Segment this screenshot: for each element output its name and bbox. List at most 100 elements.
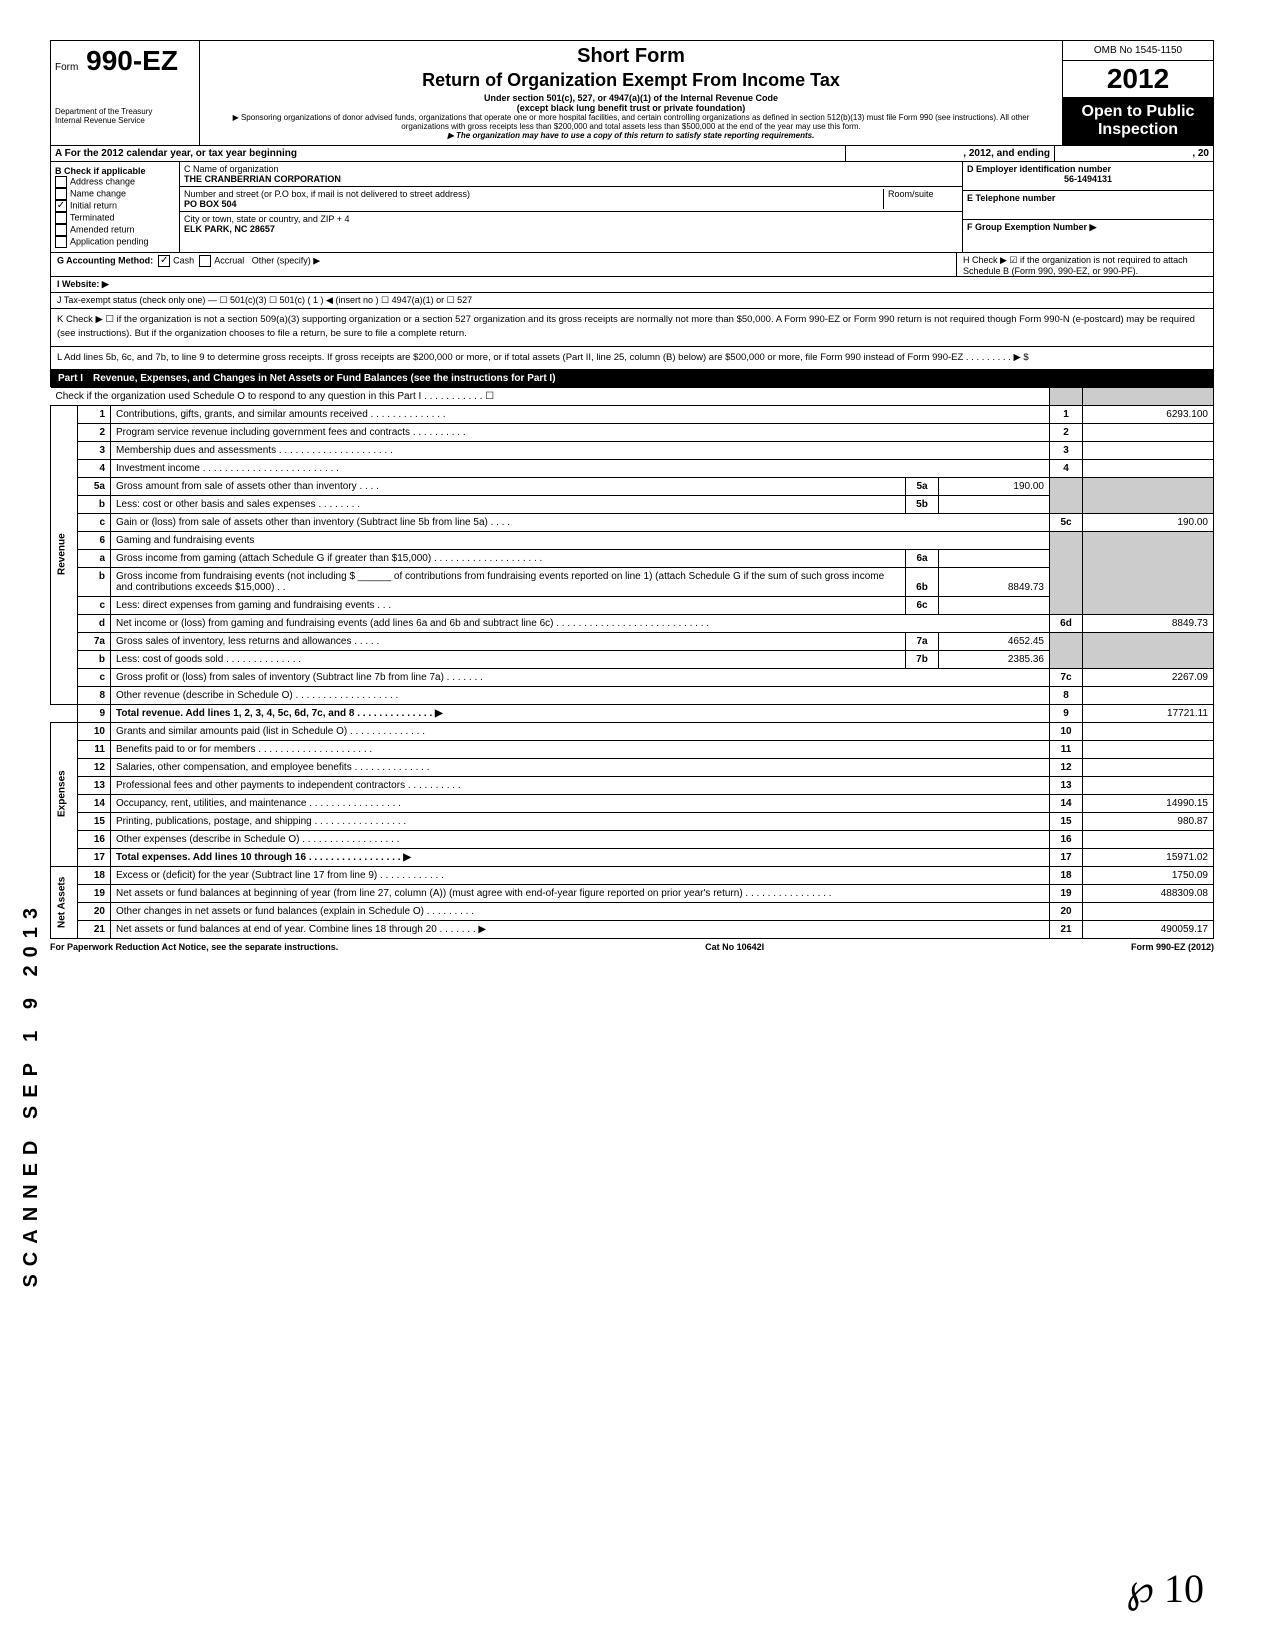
form-footer: Form 990-EZ (2012) [1131, 942, 1214, 952]
side-expenses: Expenses [51, 722, 78, 866]
subtitle-except: (except black lung benefit trust or priv… [208, 103, 1054, 113]
line-8-desc: Other revenue (describe in Schedule O) .… [111, 686, 1050, 704]
line-2-val [1083, 423, 1214, 441]
part1-header: Part I Revenue, Expenses, and Changes in… [50, 370, 1214, 387]
c-label: C Name of organization [184, 164, 279, 174]
part1-label: Part I [58, 373, 83, 384]
line-12-val [1083, 758, 1214, 776]
line-18-desc: Excess or (deficit) for the year (Subtra… [111, 866, 1050, 884]
line-1-val: 6293.100 [1083, 405, 1214, 423]
f-label: F Group Exemption Number ▶ [967, 222, 1096, 232]
line-10-desc: Grants and similar amounts paid (list in… [111, 722, 1050, 740]
side-revenue: Revenue [51, 405, 78, 704]
line-i: I Website: ▶ [50, 277, 1214, 293]
line-3-val [1083, 441, 1214, 459]
chk-address[interactable] [55, 176, 67, 188]
l-text: L Add lines 5b, 6c, and 7b, to line 9 to… [50, 347, 1214, 370]
line-17-val: 15971.02 [1083, 848, 1214, 866]
row-a: A For the 2012 calendar year, or tax yea… [50, 146, 1214, 162]
e-label: E Telephone number [967, 193, 1055, 203]
line-13-val [1083, 776, 1214, 794]
line-2-desc: Program service revenue including govern… [111, 423, 1050, 441]
line-16-val [1083, 830, 1214, 848]
chk-name[interactable] [55, 188, 67, 200]
line-7b-val: 2385.36 [939, 651, 1050, 668]
chk-cash[interactable] [158, 255, 170, 267]
b-label: B Check if applicable [55, 166, 146, 176]
return-title: Return of Organization Exempt From Incom… [208, 70, 1054, 91]
scanned-stamp: SCANNED SEP 1 9 2013 [20, 900, 43, 1288]
line-5c-desc: Gain or (loss) from sale of assets other… [111, 513, 1050, 531]
col-c-orginfo: C Name of organizationTHE CRANBERRIAN CO… [180, 162, 963, 252]
part1-title: Revenue, Expenses, and Changes in Net As… [93, 373, 556, 384]
line-5a-val: 190.00 [939, 478, 1050, 495]
line-6a-desc: Gross income from gaming (attach Schedul… [111, 550, 906, 567]
tax-year: 2012 [1063, 61, 1213, 97]
line-7b-desc: Less: cost of goods sold . . . . . . . .… [111, 651, 906, 668]
line-12-desc: Salaries, other compensation, and employ… [111, 758, 1050, 776]
line-7c-val: 2267.09 [1083, 668, 1214, 686]
title-box: Short Form Return of Organization Exempt… [200, 40, 1063, 146]
line-18-val: 1750.09 [1083, 866, 1214, 884]
omb-number: OMB No 1545-1150 [1063, 41, 1213, 61]
form-number: 990-EZ [86, 45, 178, 76]
ein-value: 56-1494131 [1064, 174, 1112, 184]
sponsor-text: ▶ Sponsoring organizations of donor advi… [208, 113, 1054, 131]
line-3-desc: Membership dues and assessments . . . . … [111, 441, 1050, 459]
org-address: PO BOX 504 [184, 199, 237, 209]
header-row: Form 990-EZ Department of the TreasuryIn… [50, 40, 1214, 146]
line-17-desc: Total expenses. Add lines 10 through 16 … [116, 852, 411, 863]
line-15-val: 980.87 [1083, 812, 1214, 830]
col-def: D Employer identification number56-14941… [963, 162, 1213, 252]
line-9-desc: Total revenue. Add lines 1, 2, 3, 4, 5c,… [116, 708, 443, 719]
g-label: G Accounting Method: [57, 255, 153, 265]
cat-no: Cat No 10642I [705, 942, 764, 952]
line-19-desc: Net assets or fund balances at beginning… [111, 884, 1050, 902]
chk-terminated[interactable] [55, 212, 67, 224]
addr-label: Number and street (or P.O box, if mail i… [184, 189, 470, 199]
line-6b-desc: Gross income from fundraising events (no… [111, 568, 906, 596]
paperwork-notice: For Paperwork Reduction Act Notice, see … [50, 942, 338, 952]
chk-pending[interactable] [55, 236, 67, 248]
line-21-desc: Net assets or fund balances at end of ye… [111, 920, 1050, 938]
line-20-desc: Other changes in net assets or fund bala… [111, 902, 1050, 920]
d-label: D Employer identification number [967, 164, 1111, 174]
line-6c-desc: Less: direct expenses from gaming and fu… [111, 597, 906, 614]
line-5c-val: 190.00 [1083, 513, 1214, 531]
dept-treasury: Department of the TreasuryInternal Reven… [55, 107, 195, 125]
main-table: Check if the organization used Schedule … [50, 387, 1214, 939]
handwritten-page: ℘ 10 [1126, 1565, 1204, 1612]
chk-amended[interactable] [55, 224, 67, 236]
chk-initial[interactable] [55, 200, 67, 212]
i-label: I Website: ▶ [57, 279, 109, 289]
line-5b-desc: Less: cost or other basis and sales expe… [111, 496, 906, 513]
line-9-val: 17721.11 [1083, 704, 1214, 722]
line-8-val [1083, 686, 1214, 704]
line-5b-val [939, 496, 1050, 513]
line-10-val [1083, 722, 1214, 740]
section-bcdef: B Check if applicable Address change Nam… [50, 162, 1214, 253]
line-5a-desc: Gross amount from sale of assets other t… [111, 478, 906, 495]
chk-accrual[interactable] [199, 255, 211, 267]
line-6c-val [939, 597, 1050, 614]
footer: For Paperwork Reduction Act Notice, see … [50, 939, 1214, 955]
room-label: Room/suite [883, 189, 958, 209]
org-name: THE CRANBERRIAN CORPORATION [184, 174, 341, 184]
line-j: J Tax-exempt status (check only one) — ☐… [50, 293, 1214, 309]
line-11-val [1083, 740, 1214, 758]
line-14-val: 14990.15 [1083, 794, 1214, 812]
copy-note: ▶ The organization may have to use a cop… [208, 131, 1054, 140]
line-6a-val [939, 550, 1050, 567]
side-netassets: Net Assets [51, 866, 78, 938]
line-g: G Accounting Method: Cash Accrual Other … [50, 253, 1214, 277]
subtitle-code: Under section 501(c), 527, or 4947(a)(1)… [208, 93, 1054, 103]
part1-check-row: Check if the organization used Schedule … [51, 387, 1050, 405]
h-label: H Check ▶ ☑ if the organization is not r… [956, 253, 1213, 276]
line-a-mid: , 2012, and ending [963, 148, 1050, 159]
line-a-label: A For the 2012 calendar year, or tax yea… [55, 148, 297, 159]
org-city: ELK PARK, NC 28657 [184, 224, 275, 234]
line-13-desc: Professional fees and other payments to … [111, 776, 1050, 794]
line-20-val [1083, 902, 1214, 920]
form-prefix: Form [55, 62, 78, 73]
line-6d-desc: Net income or (loss) from gaming and fun… [111, 614, 1050, 632]
